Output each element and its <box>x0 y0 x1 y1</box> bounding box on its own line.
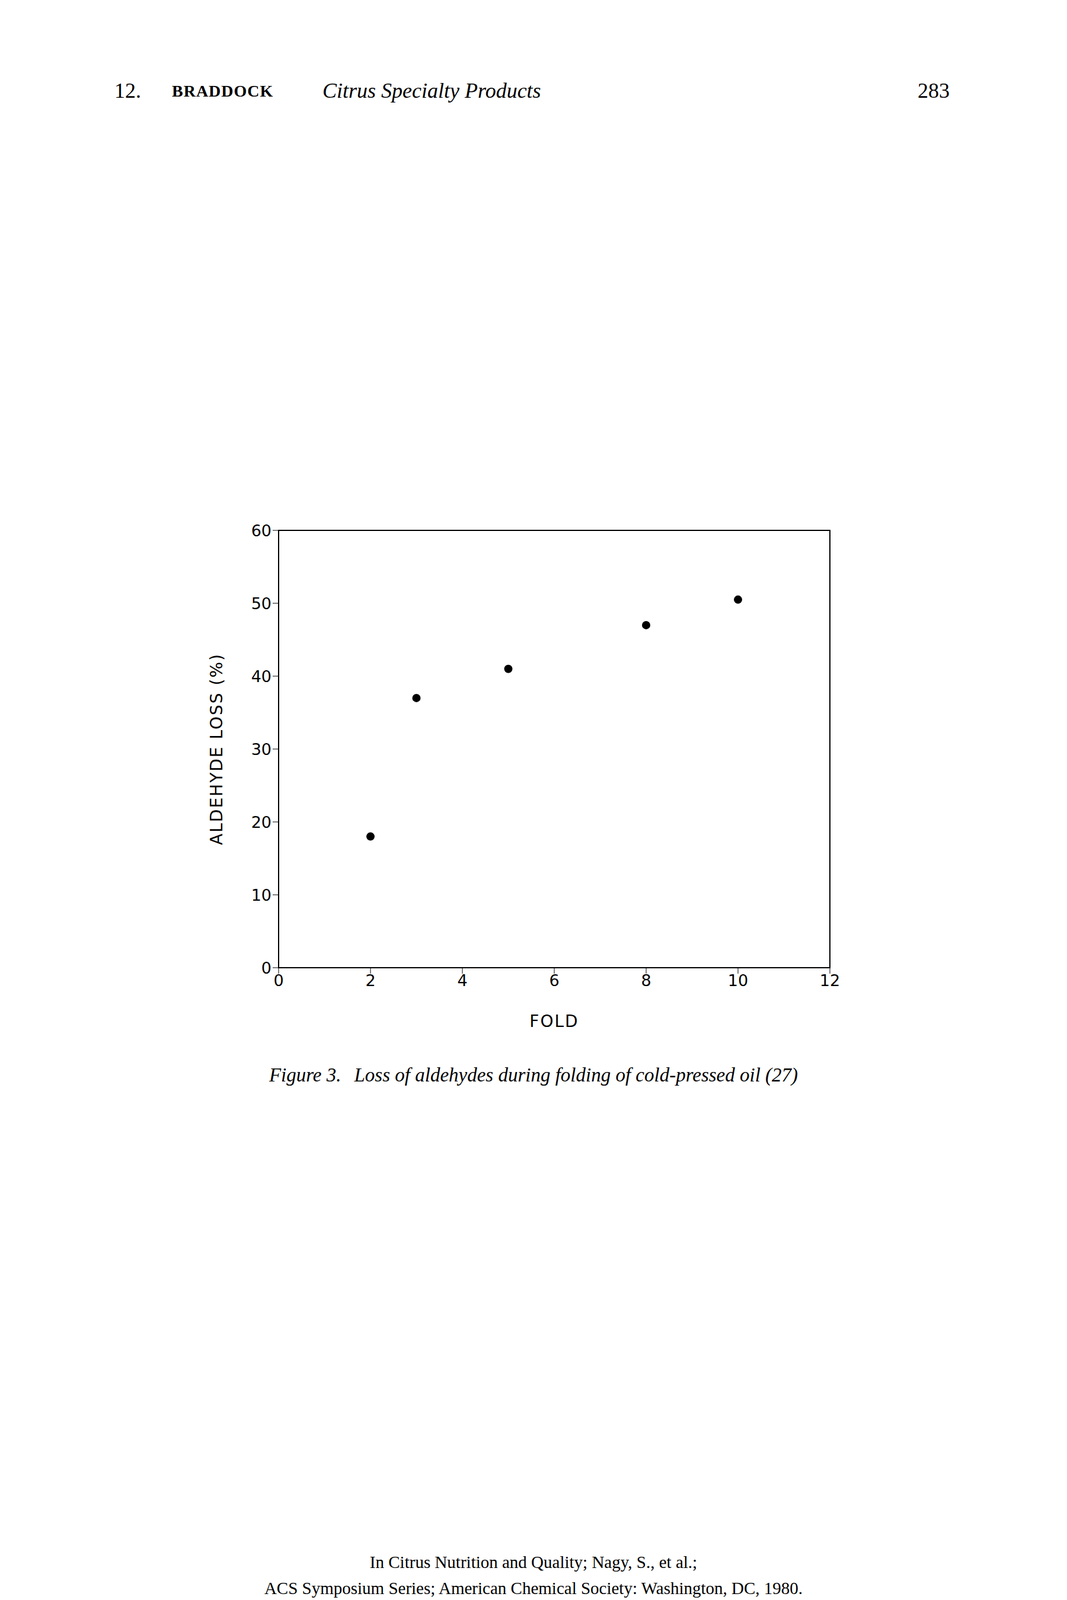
svg-text:ALDEHYDE LOSS (%): ALDEHYDE LOSS (%) <box>206 653 227 846</box>
html-text:In Citrus Nutrition and Qualit: In Citrus Nutrition and Quality; Nagy, S… <box>369 1553 698 1573</box>
svg-text:8: 8 <box>640 971 651 990</box>
html-text:BRADDOCK: BRADDOCK <box>171 81 274 101</box>
svg-text:0: 0 <box>273 971 284 990</box>
svg-text:10: 10 <box>727 971 749 990</box>
html-text:ACS Symposium Series; American: ACS Symposium Series; American Chemical … <box>264 1579 803 1599</box>
svg-text:4: 4 <box>457 971 468 990</box>
html-text:Loss of aldehydes during foldi: Loss of aldehydes during folding of cold… <box>354 1064 798 1086</box>
svg-text:40: 40 <box>251 667 272 686</box>
svg-text:20: 20 <box>251 813 272 832</box>
svg-text:60: 60 <box>251 521 272 541</box>
html-text:12.: 12. <box>114 78 142 103</box>
html-text:Citrus Specialty Products: Citrus Specialty Products <box>322 78 541 103</box>
html-text:Figure 3.: Figure 3. <box>269 1064 342 1086</box>
svg-text:6: 6 <box>548 971 559 990</box>
svg-text:50: 50 <box>251 594 272 613</box>
svg-text:0: 0 <box>261 959 272 978</box>
svg-text:12: 12 <box>819 971 840 990</box>
html-text:283: 283 <box>917 78 950 103</box>
svg-text:2: 2 <box>365 971 376 990</box>
svg-text:30: 30 <box>251 740 272 759</box>
svg-text:FOLD: FOLD <box>529 1011 579 1032</box>
svg-text:10: 10 <box>251 886 272 905</box>
